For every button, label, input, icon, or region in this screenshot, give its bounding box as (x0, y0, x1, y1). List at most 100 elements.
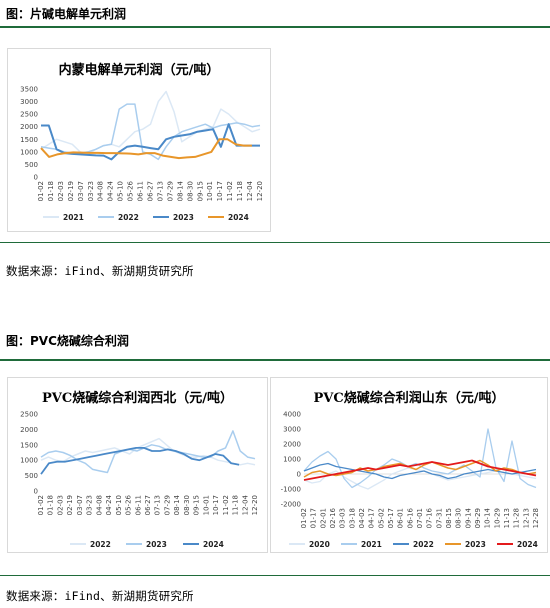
x-tick-label: 07-13 (156, 181, 164, 201)
legend-label-2021: 2021 (361, 540, 382, 549)
y-tick-label: 2000 (283, 441, 301, 449)
series-line-2023 (40, 430, 256, 474)
x-tick-label: 10-14 (484, 507, 492, 528)
legend-label-2024: 2024 (228, 213, 249, 222)
x-tick-label: 09-14 (464, 507, 472, 528)
x-tick-label: 03-23 (86, 495, 94, 515)
figure2-title: 图：PVC烧碱综合利润 (6, 334, 129, 348)
x-tick-label: 09-15 (196, 181, 204, 201)
y-tick-label: -2000 (281, 501, 301, 509)
x-tick-label: 08-14 (176, 180, 184, 201)
x-tick-label: 11-18 (232, 495, 240, 515)
x-tick-label: 01-02 (37, 181, 45, 201)
x-tick-label: 12-04 (246, 180, 254, 201)
x-tick-label: 10-01 (206, 181, 214, 201)
x-tick-label: 04-17 (368, 508, 376, 528)
x-tick-label: 01-02 (300, 508, 308, 528)
x-tick-label: 09-29 (474, 508, 482, 528)
series-line-2021 (40, 90, 261, 156)
x-tick-label: 06-27 (144, 495, 152, 515)
chart1-title: 内蒙电解单元利润（元/吨） (58, 63, 220, 78)
x-tick-label: 07-01 (416, 508, 424, 528)
legend-label-2024: 2024 (517, 540, 538, 549)
x-tick-label: 08-14 (173, 494, 181, 515)
y-tick-label: 1000 (20, 457, 38, 465)
x-tick-label: 02-01 (319, 508, 327, 528)
x-tick-label: 02-16 (329, 507, 337, 528)
y-tick-label: 1000 (283, 456, 301, 464)
x-tick-label: 04-02 (358, 508, 366, 528)
series-line-2024 (303, 459, 537, 481)
x-tick-label: 05-26 (127, 180, 135, 201)
figure1-bottom-rule (0, 242, 550, 243)
x-tick-label: 05-26 (125, 494, 133, 515)
y-tick-label: 1500 (20, 441, 38, 449)
y-tick-label: 500 (25, 161, 38, 169)
chart2-title: PVC烧碱综合利润西北（元/吨） (42, 391, 233, 406)
x-tick-label: 11-02 (222, 495, 230, 515)
chart-panel-3: PVC烧碱综合利润山东（元/吨） 4000 3000 2000 1000 0 -1000 -… (270, 377, 548, 553)
x-tick-label: 05-10 (117, 181, 125, 201)
x-tick-label: 10-29 (493, 508, 501, 528)
x-tick-label: 04-08 (97, 181, 105, 201)
chart-panel-2: PVC烧碱综合利润西北（元/吨） 2500 2000 1500 1000 500 0 01-… (7, 377, 268, 553)
legend-label-2023: 2023 (465, 540, 486, 549)
x-tick-label: 05-10 (115, 495, 123, 515)
x-tick-label: 01-18 (47, 495, 55, 515)
x-tick-label: 12-04 (241, 494, 249, 515)
x-tick-label: 02-03 (57, 181, 65, 201)
y-tick-label: 3500 (20, 86, 38, 94)
figure2-bottom-rule (0, 575, 550, 576)
legend-label-2022: 2022 (90, 540, 111, 549)
series-line-2022 (40, 437, 256, 466)
legend-label-2023: 2023 (146, 540, 167, 549)
x-tick-label: 03-07 (77, 181, 85, 201)
legend-label-2022: 2022 (413, 540, 434, 549)
y-tick-label: 2500 (20, 411, 38, 419)
legend-label-2020: 2020 (309, 540, 330, 549)
x-tick-label: 02-19 (67, 181, 75, 201)
x-tick-label: 12-13 (522, 508, 530, 528)
x-tick-label: 06-11 (134, 495, 142, 515)
x-tick-label: 12-20 (251, 495, 259, 515)
series-line-2024 (40, 447, 240, 475)
x-tick-label: 12-28 (532, 508, 540, 528)
x-tick-label: 10-17 (212, 495, 220, 515)
chart-panel-1: 内蒙电解单元利润（元/吨） 3500 3000 2500 2000 1500 1000 50… (7, 48, 271, 232)
x-tick-label: 04-24 (105, 494, 113, 515)
y-tick-label: 0 (34, 488, 38, 496)
y-tick-label: 1000 (20, 148, 38, 156)
figure1-top-rule (0, 26, 550, 28)
figure2-top-rule (0, 359, 550, 361)
x-tick-label: 05-02 (377, 508, 385, 528)
x-tick-label: 06-16 (406, 507, 414, 528)
y-tick-label: 4000 (283, 411, 301, 419)
legend-label-2021: 2021 (63, 213, 84, 222)
x-tick-label: 02-03 (56, 495, 64, 515)
x-tick-label: 01-02 (37, 495, 45, 515)
y-tick-label: 2000 (20, 123, 38, 131)
x-tick-label: 01-18 (47, 181, 55, 201)
chart3-title: PVC烧碱综合利润山东（元/吨） (313, 391, 505, 406)
x-tick-label: 03-07 (76, 495, 84, 515)
y-tick-label: 3000 (283, 426, 301, 434)
x-tick-label: 07-16 (426, 507, 434, 528)
y-tick-label: 0 (34, 174, 38, 182)
x-tick-label: 06-11 (137, 181, 145, 201)
x-tick-label: 12-20 (256, 181, 264, 201)
x-tick-label: 10-01 (202, 495, 210, 515)
figure2-source: 数据来源：iFind、新湖期货研究所 (6, 589, 194, 603)
figure1-title: 图：片碱电解单元利润 (6, 7, 127, 21)
legend-label-2022: 2022 (118, 213, 139, 222)
x-tick-label: 11-02 (226, 181, 234, 201)
x-tick-label: 04-08 (95, 495, 103, 515)
legend-label-2023: 2023 (173, 213, 194, 222)
figure1-source: 数据来源：iFind、新湖期货研究所 (6, 264, 194, 278)
series-line-2024 (40, 138, 252, 160)
x-tick-label: 10-17 (216, 181, 224, 201)
y-tick-label: 500 (25, 472, 38, 480)
series-line-2023 (303, 459, 537, 478)
x-tick-label: 05-17 (387, 508, 395, 528)
y-tick-label: 0 (297, 471, 301, 479)
